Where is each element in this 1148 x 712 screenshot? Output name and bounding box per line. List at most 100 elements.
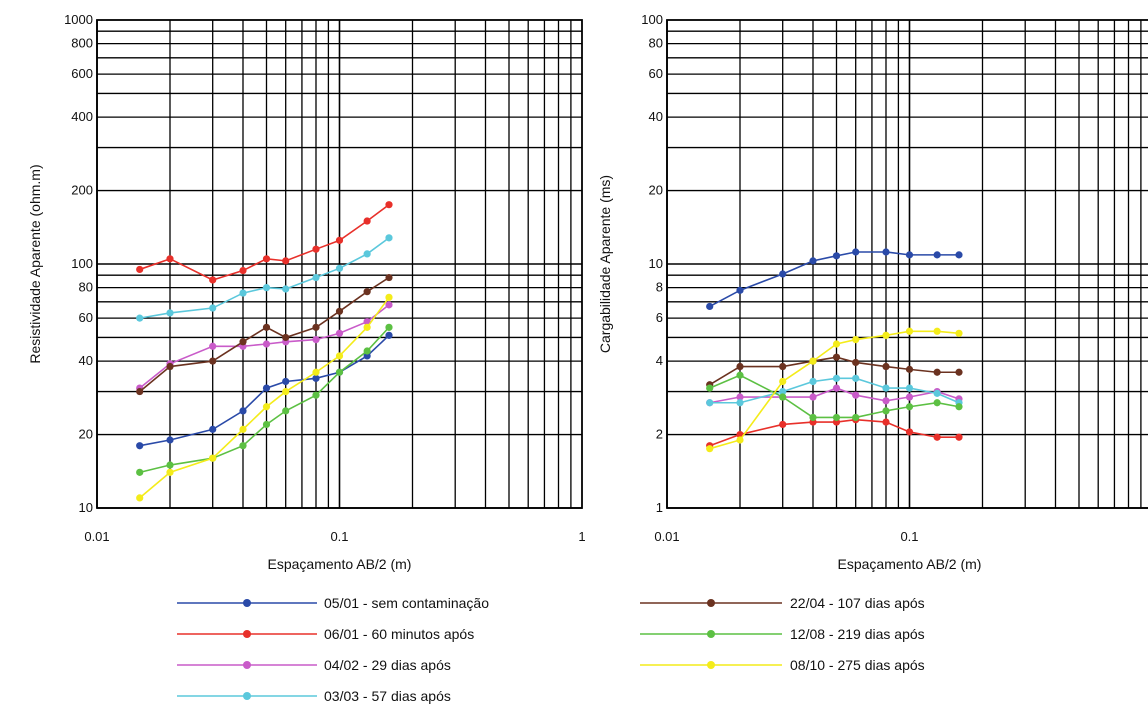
data-point xyxy=(166,362,174,371)
data-point xyxy=(239,289,247,297)
data-point xyxy=(832,340,841,348)
data-point xyxy=(832,353,841,361)
y-tick-label: 8 xyxy=(656,280,663,295)
x-tick-label: 0.01 xyxy=(654,529,679,544)
data-point xyxy=(262,340,271,348)
data-point xyxy=(852,374,860,382)
y-tick-label: 4 xyxy=(656,353,663,368)
y-tick-label: 200 xyxy=(71,183,93,198)
plot-frame xyxy=(666,19,1148,509)
y-tick-label: 40 xyxy=(79,353,93,368)
legend-swatch-marker xyxy=(707,630,715,638)
y-tick-label: 20 xyxy=(649,183,663,198)
data-point xyxy=(136,442,144,450)
data-point xyxy=(385,273,393,282)
legend-label: 22/04 - 107 dias após xyxy=(790,595,925,611)
series-line xyxy=(709,377,960,404)
data-point xyxy=(905,365,914,373)
data-point xyxy=(736,436,744,444)
data-point xyxy=(832,384,841,392)
data-point xyxy=(706,399,714,407)
data-point xyxy=(852,248,860,256)
data-point xyxy=(955,368,963,376)
chart-1: 0.01 0.1 1 10 20 40 60 80 100 200 400 600 800 1000 Esp… xyxy=(27,12,586,572)
x-axis-title: Espaçamento AB/2 (m) xyxy=(268,556,412,572)
data-point xyxy=(905,327,914,335)
data-point xyxy=(239,442,247,450)
series-line xyxy=(139,276,390,393)
data-point xyxy=(832,374,841,382)
legend: 05/01 - sem contaminação 06/01 - 60 minut… xyxy=(177,595,925,704)
y-tick-label: 800 xyxy=(71,36,93,51)
data-point xyxy=(262,323,271,331)
data-point xyxy=(882,248,890,256)
data-point xyxy=(262,403,271,411)
data-point xyxy=(905,251,914,259)
data-point xyxy=(209,304,217,312)
data-point xyxy=(209,357,217,365)
y-axis-title: Resistividade Aparente (ohm.m) xyxy=(27,164,43,363)
y-tick-label: 80 xyxy=(649,36,663,51)
y-tick-label: 400 xyxy=(71,109,93,124)
data-point xyxy=(385,293,393,301)
y-tick-label: 10 xyxy=(79,500,93,515)
grid xyxy=(96,20,582,509)
data-point xyxy=(905,428,914,436)
legend-item: 05/01 - sem contaminação xyxy=(177,595,489,611)
data-point xyxy=(882,418,890,426)
data-point xyxy=(706,384,714,392)
data-point xyxy=(209,425,217,433)
series-group xyxy=(136,201,393,502)
legend-label: 08/10 - 275 dias após xyxy=(790,657,925,673)
data-point xyxy=(706,302,714,311)
data-point xyxy=(933,433,941,441)
series-line xyxy=(709,330,960,450)
data-point xyxy=(955,251,963,259)
data-point xyxy=(239,266,247,275)
y-tick-label: 1000 xyxy=(64,12,93,27)
data-point xyxy=(335,329,344,337)
legend-label: 06/01 - 60 minutos após xyxy=(324,626,474,642)
data-point xyxy=(136,494,144,502)
data-point xyxy=(809,377,817,386)
data-point xyxy=(262,420,271,429)
legend-label: 03/03 - 57 dias após xyxy=(324,688,451,704)
x-tick-label: 0.1 xyxy=(330,529,348,544)
data-point xyxy=(282,387,290,396)
series-line xyxy=(139,237,390,319)
data-point xyxy=(312,368,320,376)
data-point xyxy=(706,445,714,453)
data-point xyxy=(209,454,217,462)
legend-item: 22/04 - 107 dias após xyxy=(640,595,925,611)
data-point xyxy=(882,397,890,405)
x-tick-label: 1 xyxy=(578,529,585,544)
data-point xyxy=(852,335,860,344)
data-point xyxy=(166,309,174,317)
y-tick-label: 80 xyxy=(79,280,93,295)
data-point xyxy=(905,403,914,411)
data-point xyxy=(363,318,371,326)
data-point xyxy=(363,217,371,225)
data-point xyxy=(385,234,393,242)
data-point xyxy=(852,391,860,399)
data-point xyxy=(166,436,174,444)
data-point xyxy=(905,384,914,392)
series-line xyxy=(139,304,390,389)
legend-label: 05/01 - sem contaminação xyxy=(324,595,489,611)
series-line xyxy=(709,374,960,419)
data-point xyxy=(736,393,744,401)
data-point xyxy=(882,331,890,339)
data-point xyxy=(809,257,817,265)
legend-swatch-marker xyxy=(707,661,715,669)
data-point xyxy=(809,413,817,422)
data-point xyxy=(262,255,271,263)
data-point xyxy=(882,407,890,415)
legend-item: 12/08 - 219 dias após xyxy=(640,626,925,642)
data-point xyxy=(905,393,914,401)
series-line xyxy=(709,251,959,308)
data-point xyxy=(852,413,860,422)
data-point xyxy=(312,245,320,253)
y-tick-label: 40 xyxy=(649,109,663,124)
y-tick-label: 6 xyxy=(656,310,663,325)
data-point xyxy=(363,347,371,355)
